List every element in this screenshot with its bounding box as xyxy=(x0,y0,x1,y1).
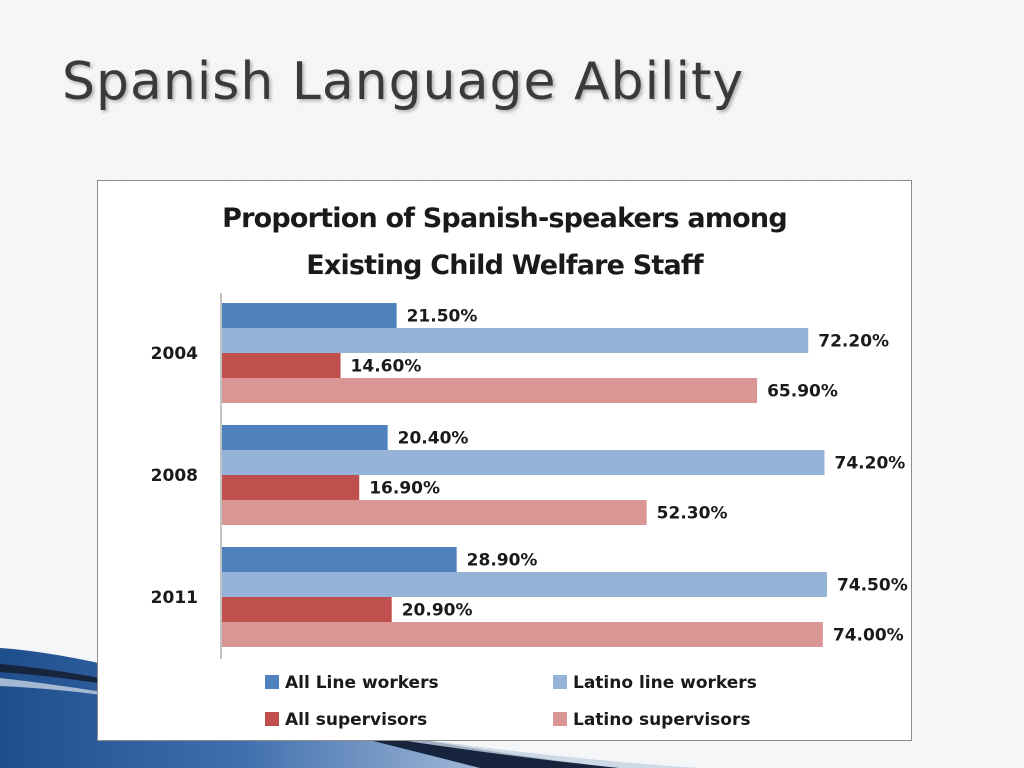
data-label-2011-series-2: 74.50% xyxy=(837,576,908,596)
chart-title-line-1: Proportion of Spanish-speakers among xyxy=(222,203,788,234)
legend-label-4: Latino supervisors xyxy=(573,710,750,730)
data-label-2004-series-4: 65.90% xyxy=(767,382,838,402)
bar-2011-series-2 xyxy=(222,572,827,597)
bar-2004-series-2 xyxy=(222,328,809,353)
bar-2008-series-4 xyxy=(222,500,647,525)
bar-2008-series-1 xyxy=(222,425,388,450)
bar-2011-series-3 xyxy=(222,597,392,622)
data-label-2011-series-4: 74.00% xyxy=(833,626,904,646)
legend-swatch-1 xyxy=(265,675,279,689)
data-label-2008-series-3: 16.90% xyxy=(369,479,440,499)
legend-swatch-2 xyxy=(553,675,567,689)
bar-chart: 2004 21.50% 72.20% 14.60% 65.90% 2008 20.40% 74… xyxy=(151,293,908,730)
legend-label-2: Latino line workers xyxy=(573,673,757,693)
bar-2011-series-1 xyxy=(222,547,457,572)
category-label-2004: 2004 xyxy=(151,344,198,364)
bar-2011-series-4 xyxy=(222,622,823,647)
legend-label-1: All Line workers xyxy=(285,673,439,693)
data-label-2004-series-2: 72.20% xyxy=(818,332,889,352)
legend-label-3: All supervisors xyxy=(285,710,427,730)
data-label-2011-series-3: 20.90% xyxy=(402,601,473,621)
data-label-2004-series-3: 14.60% xyxy=(351,357,422,377)
legend-swatch-3 xyxy=(265,712,279,726)
bar-2008-series-3 xyxy=(222,475,360,500)
data-label-2004-series-1: 21.50% xyxy=(407,307,478,327)
bar-2008-series-2 xyxy=(222,450,825,475)
legend-swatch-4 xyxy=(553,712,567,726)
data-label-2008-series-2: 74.20% xyxy=(835,454,906,474)
bar-2004-series-3 xyxy=(222,353,341,378)
bar-2004-series-4 xyxy=(222,378,758,403)
chart-panel: Proportion of Spanish-speakers among Exi… xyxy=(97,180,912,741)
slide-title: Spanish Language Ability xyxy=(62,52,745,112)
category-label-2008: 2008 xyxy=(151,466,198,486)
chart-title-line-2: Existing Child Welfare Staff xyxy=(306,250,703,281)
data-label-2008-series-4: 52.30% xyxy=(657,504,728,524)
data-label-2011-series-1: 28.90% xyxy=(467,551,538,571)
category-label-2011: 2011 xyxy=(151,588,198,608)
bar-2004-series-1 xyxy=(222,303,397,328)
data-label-2008-series-1: 20.40% xyxy=(398,429,469,449)
